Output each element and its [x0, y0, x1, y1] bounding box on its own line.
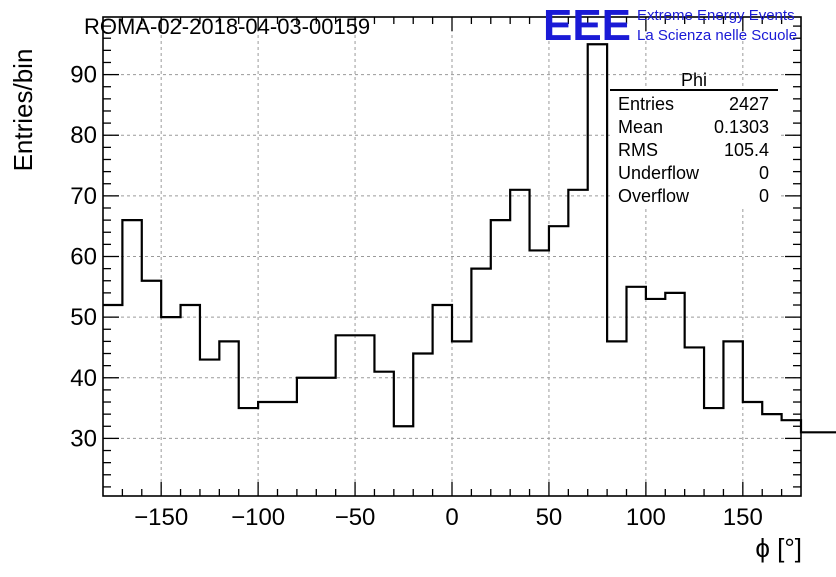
stats-label-mean: Mean [618, 117, 663, 137]
x-tick-labels: −150 −100 −50 0 50 100 150 [134, 504, 763, 531]
stats-title: Phi [681, 70, 707, 90]
stats-value-rms: 105.4 [724, 140, 769, 160]
logo-mark: EEE [543, 1, 631, 50]
y-tick-label: 50 [70, 304, 97, 331]
y-tick-label: 70 [70, 183, 97, 210]
logo-line-2: La Scienza nelle Scuole [637, 27, 797, 44]
x-tick-label: 0 [445, 504, 458, 531]
x-tick-label: −50 [335, 504, 376, 531]
x-tick-label: 150 [723, 504, 763, 531]
x-tick-label: −150 [134, 504, 188, 531]
stats-value-underflow: 0 [759, 163, 769, 183]
stats-label-underflow: Underflow [618, 163, 700, 183]
x-tick-label: −100 [231, 504, 285, 531]
y-tick-label: 80 [70, 122, 97, 149]
stats-value-overflow: 0 [759, 186, 769, 206]
logo-line-1: Extreme Energy Events [637, 7, 795, 24]
y-tick-label: 60 [70, 244, 97, 271]
chart-title: ROMA-02-2018-04-03-00159 [84, 14, 370, 39]
histogram-line [103, 43, 836, 434]
stats-label-entries: Entries [618, 94, 674, 114]
y-axis-label: Entries/bin [8, 49, 38, 172]
x-tick-label: 100 [626, 504, 666, 531]
y-tick-label: 40 [70, 365, 97, 392]
x-tick-label: 50 [536, 504, 563, 531]
y-tick-label: 90 [70, 62, 97, 89]
stats-label-rms: RMS [618, 140, 658, 160]
x-axis-label: ϕ [°] [755, 533, 802, 563]
stats-label-overflow: Overflow [618, 186, 690, 206]
stats-value-entries: 2427 [729, 94, 769, 114]
stats-box: Phi Entries 2427 Mean 0.1303 RMS 105.4 U… [610, 70, 778, 207]
logo: EEE Extreme Energy Events La Scienza nel… [543, 1, 797, 50]
stats-value-mean: 0.1303 [714, 117, 769, 137]
axis-ticks [103, 17, 801, 496]
y-tick-label: 30 [70, 425, 97, 452]
y-tick-labels: 30 40 50 60 70 80 90 [70, 62, 97, 453]
plot-frame [102, 16, 802, 497]
